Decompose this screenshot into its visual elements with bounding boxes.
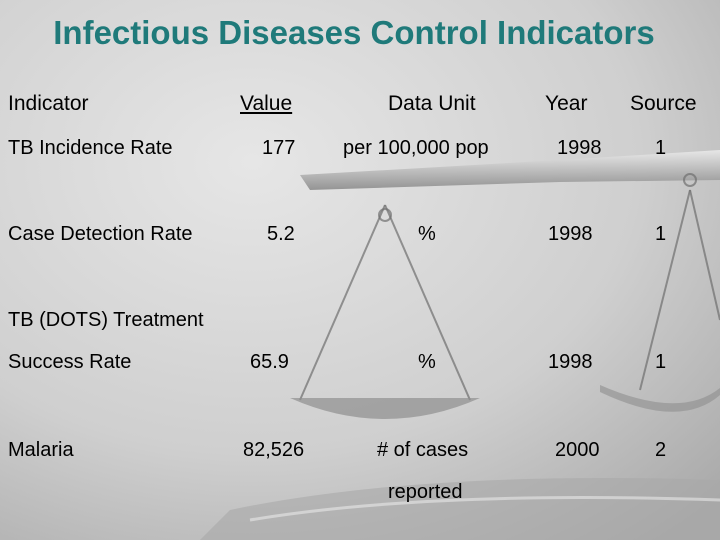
- cell-value: 65.9: [250, 351, 289, 373]
- page-title: Infectious Diseases Control Indicators: [53, 14, 655, 51]
- header-indicator: Indicator: [8, 92, 89, 115]
- cell-indicator-line1: TB (DOTS) Treatment: [8, 309, 204, 331]
- cell-indicator: Malaria: [8, 439, 74, 461]
- cell-year: 1998: [557, 137, 602, 159]
- cell-indicator: Success Rate: [8, 351, 132, 373]
- header-value: Value: [240, 92, 293, 115]
- cell-unit: %: [418, 351, 436, 373]
- cell-value: 82,526: [243, 439, 305, 461]
- cell-source: 1: [655, 137, 667, 159]
- cell-source: 2: [655, 439, 667, 461]
- cell-year: 1998: [548, 351, 593, 373]
- cell-value: 5.2: [267, 223, 295, 245]
- header-data-unit: Data Unit: [388, 92, 476, 115]
- cell-indicator: TB Incidence Rate: [8, 137, 173, 159]
- header-year: Year: [545, 92, 588, 115]
- cell-unit-line2: reported: [388, 481, 463, 503]
- cell-unit: %: [418, 223, 436, 245]
- cell-source: 1: [655, 223, 667, 245]
- cell-year: 1998: [548, 223, 593, 245]
- header-source: Source: [630, 92, 697, 115]
- cell-value: 177: [262, 137, 296, 159]
- cell-indicator: Case Detection Rate: [8, 223, 193, 245]
- cell-unit: # of cases: [377, 439, 469, 461]
- cell-unit: per 100,000 pop: [343, 137, 489, 159]
- cell-year: 2000: [555, 439, 600, 461]
- cell-source: 1: [655, 351, 667, 373]
